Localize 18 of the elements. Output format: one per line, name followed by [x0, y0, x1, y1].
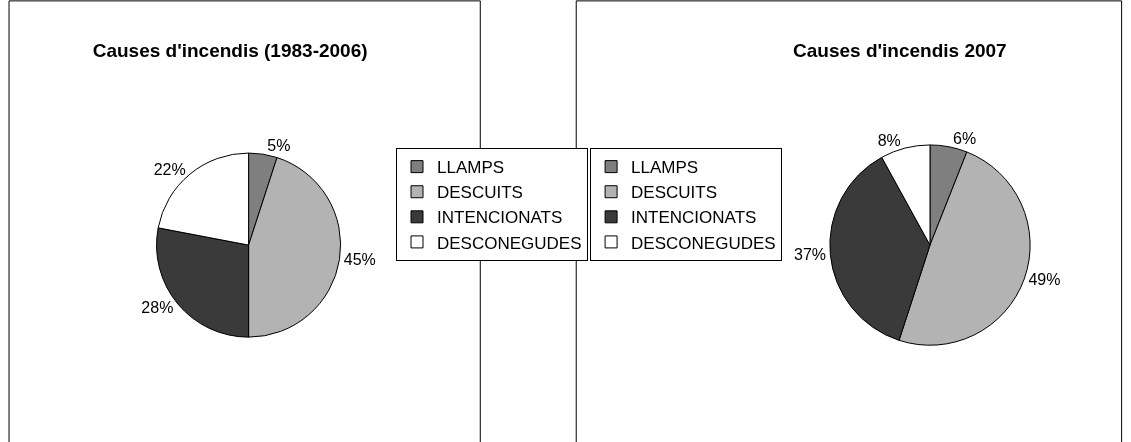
legend-label: LLAMPS — [631, 158, 699, 178]
data-label: 8% — [877, 131, 901, 149]
legend-label: DESCONEGUDES — [631, 233, 776, 253]
legend-label: DESCUITS — [631, 183, 718, 203]
legend-label: INTENCIONATS — [437, 208, 563, 228]
data-label: 6% — [953, 130, 977, 148]
legend-label: DESCUITS — [437, 183, 523, 203]
data-label: 22% — [153, 160, 186, 178]
legend-label: DESCONEGUDES — [437, 233, 582, 253]
data-label: 28% — [141, 298, 174, 316]
data-label: 49% — [1028, 271, 1061, 289]
data-label: 37% — [794, 246, 827, 264]
chart-title: Causes d'incendis 2007 — [793, 40, 1007, 62]
legend-label: LLAMPS — [437, 158, 505, 178]
data-label: 45% — [343, 251, 376, 269]
chart-title: Causes d'incendis (1983-2006) — [92, 40, 368, 62]
legend-label: INTENCIONATS — [631, 208, 757, 228]
data-label: 5% — [267, 137, 291, 155]
